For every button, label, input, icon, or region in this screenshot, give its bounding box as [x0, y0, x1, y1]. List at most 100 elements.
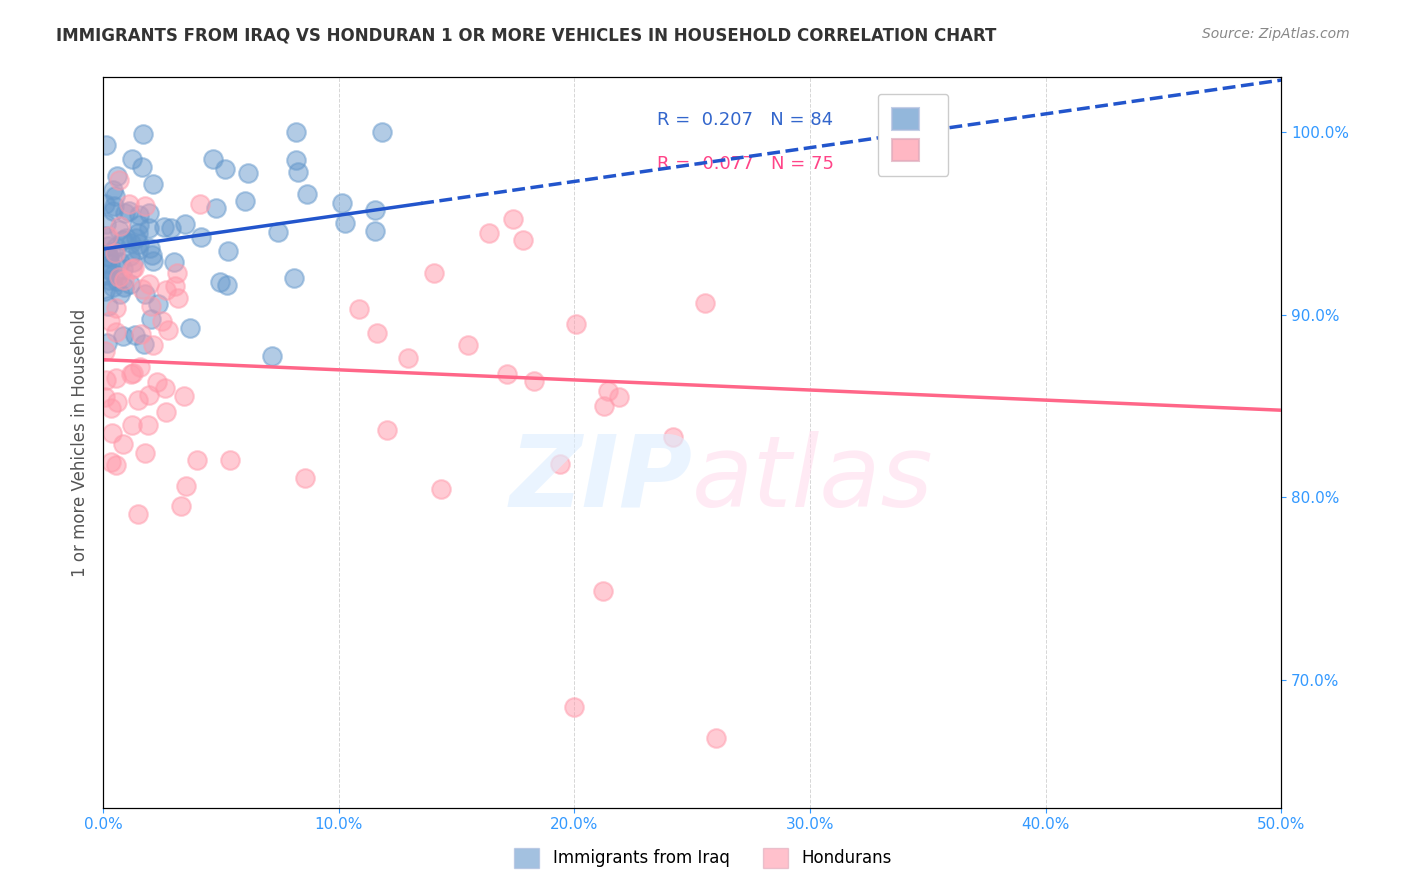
Point — [138, 206, 160, 220]
Point — [127, 243, 149, 257]
Point — [190, 230, 212, 244]
Point — [396, 351, 419, 366]
Legend: , : , — [877, 94, 948, 176]
Point — [97, 239, 120, 253]
Point — [128, 218, 150, 232]
Point — [127, 226, 149, 240]
Point — [141, 299, 163, 313]
Point — [112, 437, 135, 451]
Legend: Immigrants from Iraq, Hondurans: Immigrants from Iraq, Hondurans — [508, 841, 898, 875]
Point — [186, 453, 208, 467]
Point — [125, 231, 148, 245]
Point — [219, 453, 242, 467]
Point — [131, 282, 153, 296]
Point — [283, 270, 305, 285]
Point — [104, 301, 127, 315]
Point — [188, 197, 211, 211]
Point — [146, 375, 169, 389]
Point — [120, 367, 142, 381]
Point — [129, 327, 152, 342]
Point — [478, 226, 501, 240]
Point — [103, 267, 125, 281]
Point — [98, 273, 121, 287]
Point — [114, 231, 136, 245]
Point — [173, 389, 195, 403]
Point — [134, 446, 156, 460]
Point — [704, 731, 727, 746]
Text: R = -0.077   N = 75: R = -0.077 N = 75 — [657, 154, 834, 173]
Point — [236, 166, 259, 180]
Point — [209, 275, 232, 289]
Point — [111, 328, 134, 343]
Point — [170, 500, 193, 514]
Point — [108, 286, 131, 301]
Point — [118, 277, 141, 291]
Point — [138, 388, 160, 402]
Point — [118, 203, 141, 218]
Point — [100, 401, 122, 416]
Point — [146, 297, 169, 311]
Point — [127, 507, 149, 521]
Point — [142, 177, 165, 191]
Point — [284, 125, 307, 139]
Point — [94, 229, 117, 244]
Point — [124, 328, 146, 343]
Point — [94, 137, 117, 152]
Point — [267, 225, 290, 239]
Point — [217, 278, 239, 293]
Point — [120, 235, 142, 250]
Text: R =  0.207   N = 84: R = 0.207 N = 84 — [657, 111, 832, 129]
Point — [127, 393, 149, 408]
Point — [167, 291, 190, 305]
Point — [294, 471, 316, 485]
Point — [131, 161, 153, 175]
Point — [141, 248, 163, 262]
Point — [364, 224, 387, 238]
Point — [128, 208, 150, 222]
Point — [105, 169, 128, 184]
Point — [204, 202, 226, 216]
Point — [136, 417, 159, 432]
Point — [166, 267, 188, 281]
Point — [422, 266, 444, 280]
Point — [284, 153, 307, 167]
Point — [112, 273, 135, 287]
Point — [142, 253, 165, 268]
Point — [98, 314, 121, 328]
Point — [457, 338, 479, 352]
Point — [695, 296, 717, 310]
Point — [512, 233, 534, 247]
Point — [97, 299, 120, 313]
Point — [105, 240, 128, 254]
Point — [108, 269, 131, 284]
Point — [94, 344, 117, 359]
Point — [98, 257, 121, 271]
Point — [592, 399, 614, 413]
Point — [100, 455, 122, 469]
Point — [105, 458, 128, 472]
Point — [159, 220, 181, 235]
Point — [332, 196, 354, 211]
Point — [94, 373, 117, 387]
Point — [142, 338, 165, 352]
Point — [138, 221, 160, 235]
Point — [495, 368, 517, 382]
Point — [153, 219, 176, 234]
Point — [156, 323, 179, 337]
Point — [121, 152, 143, 166]
Point — [138, 277, 160, 292]
Point — [141, 311, 163, 326]
Point — [349, 302, 371, 317]
Point — [139, 241, 162, 255]
Point — [96, 336, 118, 351]
Point — [155, 381, 177, 395]
Point — [121, 255, 143, 269]
Point — [100, 244, 122, 259]
Point — [120, 249, 142, 263]
Point — [108, 223, 131, 237]
Point — [155, 405, 177, 419]
Point — [607, 390, 630, 404]
Point — [661, 429, 683, 443]
Point — [112, 262, 135, 277]
Point — [173, 217, 195, 231]
